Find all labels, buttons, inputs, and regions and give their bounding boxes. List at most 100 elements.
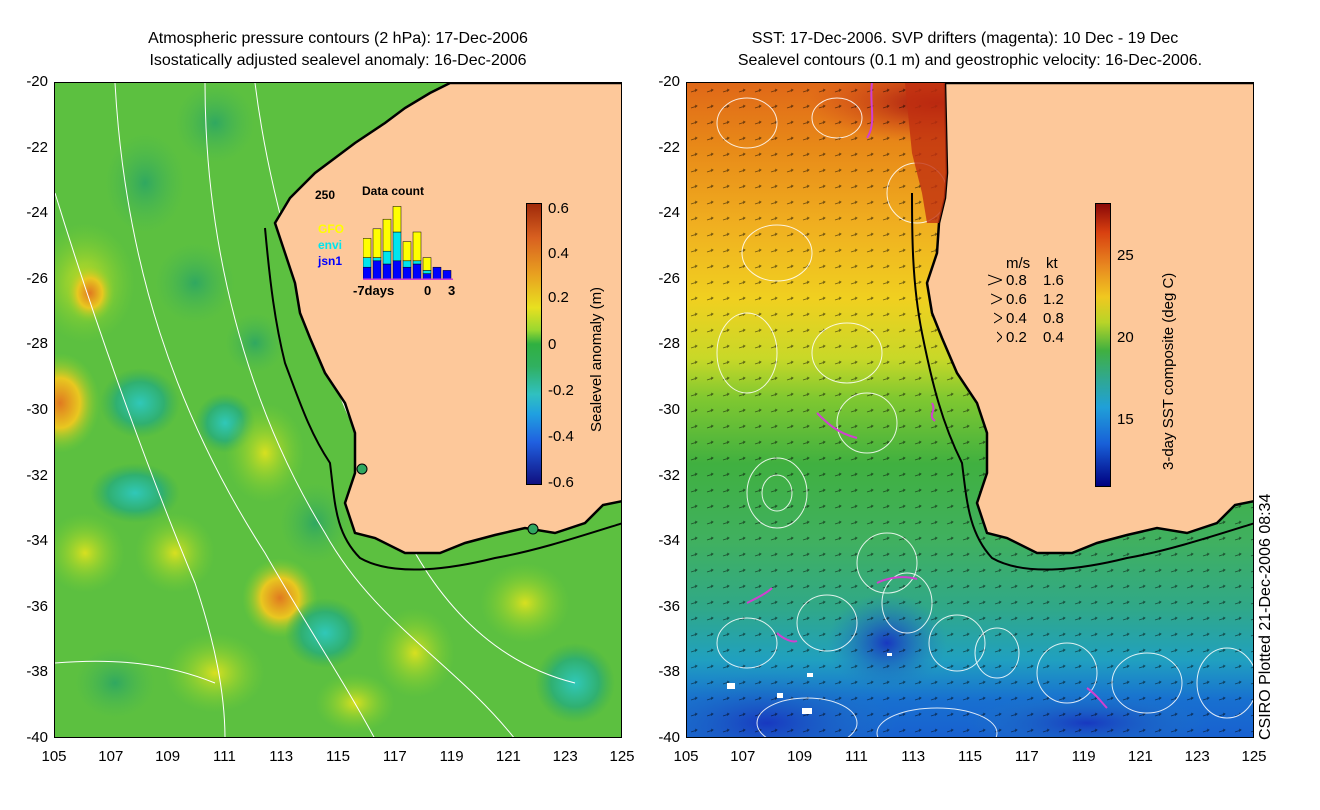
sst-colorbar-label: 3-day SST composite (deg C) (1160, 272, 1177, 470)
speed-legend-ms: 0.8 (1006, 272, 1027, 289)
x-tick-label: 111 (212, 748, 236, 765)
histogram-bar (442, 270, 452, 280)
cbar-tick: 0.4 (548, 245, 569, 262)
histogram-bar (392, 206, 402, 233)
data-count-inset: 250 Data count GFO envi jsn1 -7days 0 3 (315, 182, 465, 302)
x-tick-label: 109 (155, 748, 181, 765)
sst-cbar-tick: 25 (1117, 247, 1134, 264)
right-map (686, 82, 1254, 738)
histogram-bar (412, 231, 422, 262)
cbar-tick: 0 (548, 336, 557, 353)
histogram-bar (432, 266, 442, 280)
sealevel-colorbar-label: Sealevel anomaly (m) (588, 286, 605, 432)
x-tick-label: 105 (673, 748, 699, 765)
svp-drifter-tracks (746, 83, 1108, 709)
speed-legend-kt: 0.8 (1043, 310, 1064, 327)
y-tick-label: -26 (26, 269, 48, 287)
y-tick-label: -38 (658, 663, 680, 681)
histogram-bar (382, 218, 392, 252)
x-tick-label: 107 (730, 748, 756, 765)
right-map-svg (687, 83, 1253, 737)
histogram-bar (402, 260, 412, 268)
y-tick-label: -40 (658, 729, 680, 746)
speed-arrow-icon (994, 312, 1002, 324)
histogram-bar (372, 228, 382, 258)
y-tick-label: -28 (26, 335, 48, 353)
y-tick-label: -28 (658, 335, 680, 353)
histogram-bar (382, 263, 392, 280)
inset-ymax: 250 (315, 188, 336, 202)
speed-legend-kt: 0.4 (1043, 329, 1064, 346)
x-tick-label: 117 (1014, 748, 1039, 765)
y-tick-label: -22 (658, 138, 680, 156)
y-tick-label: -36 (26, 597, 48, 615)
x-tick-label: 113 (269, 748, 294, 765)
histogram-bar (363, 238, 372, 258)
station-marker (356, 463, 368, 475)
y-tick-label: -20 (26, 73, 48, 90)
cbar-tick: -0.2 (548, 382, 574, 399)
left-title-line1: Atmospheric pressure contours (2 hPa): 1… (148, 30, 528, 47)
x-tick-label: 125 (1241, 748, 1267, 765)
speed-arrow-icon (997, 331, 1002, 343)
inset-xlabel-left: -7days (353, 283, 395, 298)
x-tick-label: 115 (958, 748, 982, 765)
histogram-bar (402, 266, 412, 280)
x-tick-label: 125 (609, 748, 635, 765)
y-tick-label: -32 (658, 466, 680, 484)
right-title-line1: SST: 17-Dec-2006. SVP drifters (magenta)… (751, 30, 1179, 47)
x-tick-label: 111 (844, 748, 868, 765)
histogram-bar (392, 260, 402, 280)
inset-bars (363, 206, 453, 280)
inset-title: Data count (362, 184, 425, 198)
shelf-edge (911, 192, 1253, 571)
x-tick-label: 121 (495, 748, 521, 765)
y-tick-label: -24 (26, 204, 48, 222)
y-tick-label: -30 (658, 401, 680, 418)
x-tick-label: 115 (326, 748, 350, 765)
inset-sat-envi: envi (318, 238, 343, 252)
inset-sat-gfo: GFO (318, 222, 344, 236)
histogram-bar (422, 257, 432, 271)
histogram-bar (382, 250, 392, 265)
y-tick-label: -34 (26, 532, 48, 550)
sst-cbar-tick: 15 (1117, 411, 1134, 428)
speed-legend-header-kt: kt (1046, 255, 1058, 272)
land (925, 83, 1253, 555)
histogram-bar (392, 231, 402, 262)
cbar-tick: -0.4 (548, 428, 574, 445)
cbar-tick: 0.6 (548, 200, 569, 217)
histogram-bar (363, 266, 372, 280)
x-tick-label: 123 (1184, 748, 1210, 765)
speed-arrow-icon (988, 274, 1002, 286)
cbar-tick: -0.6 (548, 474, 574, 491)
sealevel-contours (716, 97, 1253, 737)
x-tick-label: 113 (901, 748, 926, 765)
histogram-bar (422, 270, 432, 274)
histogram-bar (363, 257, 372, 268)
y-tick-label: -20 (658, 73, 680, 90)
x-tick-label: 117 (382, 748, 407, 765)
inset-xlabel-zero: 0 (424, 283, 432, 298)
speed-arrow-icon (991, 293, 1002, 305)
speed-legend-ms: 0.2 (1006, 329, 1027, 346)
speed-legend-kt: 1.6 (1043, 272, 1064, 289)
speed-legend-ms: 0.6 (1006, 291, 1027, 308)
y-tick-label: -36 (658, 597, 680, 615)
plot-credit: CSIRO Plotted 21-Dec-2006 08:34 (1257, 493, 1274, 740)
shelf-edge (264, 227, 621, 571)
speed-legend-kt: 1.2 (1043, 291, 1064, 308)
station-marker (527, 523, 539, 535)
histogram-bar (402, 241, 412, 262)
y-tick-label: -30 (26, 401, 48, 418)
sealevel-colorbar (526, 203, 542, 485)
histogram-bar (372, 260, 382, 280)
cbar-tick: 0.2 (548, 289, 569, 306)
speed-legend-ms: 0.4 (1006, 310, 1027, 327)
x-tick-label: 107 (98, 748, 124, 765)
y-tick-label: -34 (658, 532, 680, 550)
x-tick-label: 119 (1071, 748, 1096, 765)
y-tick-label: -22 (26, 138, 48, 156)
inset-sat-jsn1: jsn1 (318, 254, 343, 268)
sst-colorbar (1095, 203, 1111, 487)
